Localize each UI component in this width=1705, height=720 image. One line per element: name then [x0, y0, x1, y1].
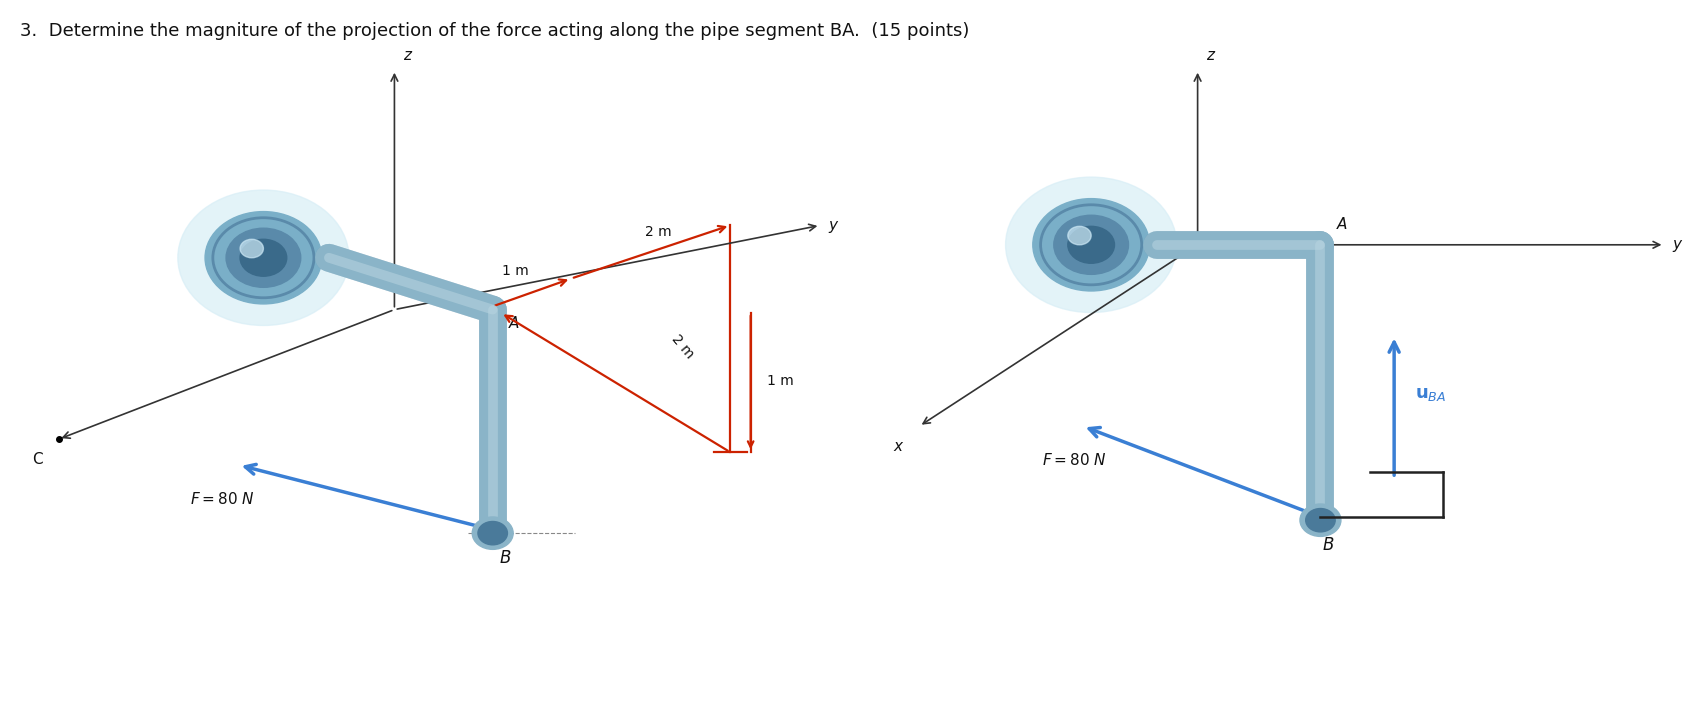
Text: z: z — [1205, 48, 1212, 63]
Circle shape — [227, 228, 300, 287]
Circle shape — [1004, 177, 1176, 312]
Circle shape — [240, 239, 263, 258]
Text: B: B — [1321, 536, 1333, 554]
Text: $F = 80$ N: $F = 80$ N — [1042, 452, 1107, 468]
Circle shape — [1304, 508, 1335, 532]
Text: 3.  Determine the magniture of the projection of the force acting along the pipe: 3. Determine the magniture of the projec… — [20, 22, 968, 40]
Text: z: z — [402, 48, 411, 63]
Text: B: B — [500, 549, 510, 567]
Text: 2 m: 2 m — [644, 225, 672, 239]
Circle shape — [477, 521, 506, 545]
Text: y: y — [829, 218, 837, 233]
Text: $\mathbf{u}_{BA}$: $\mathbf{u}_{BA}$ — [1413, 384, 1446, 402]
Text: A: A — [1337, 217, 1347, 232]
Circle shape — [1067, 226, 1113, 264]
Circle shape — [205, 212, 322, 304]
Circle shape — [240, 239, 286, 276]
Text: 1 m: 1 m — [501, 264, 529, 278]
Text: x: x — [893, 439, 902, 454]
Circle shape — [1067, 226, 1091, 245]
Circle shape — [1054, 215, 1127, 274]
Text: 2 m: 2 m — [668, 332, 696, 361]
Circle shape — [177, 190, 350, 325]
Text: A: A — [508, 316, 518, 331]
Circle shape — [472, 517, 513, 549]
Circle shape — [1032, 199, 1149, 291]
Text: y: y — [1671, 238, 1681, 252]
Circle shape — [1299, 504, 1340, 536]
Text: C: C — [32, 452, 43, 467]
Text: $F = 80$ N: $F = 80$ N — [189, 491, 254, 507]
Text: 1 m: 1 m — [767, 374, 793, 388]
